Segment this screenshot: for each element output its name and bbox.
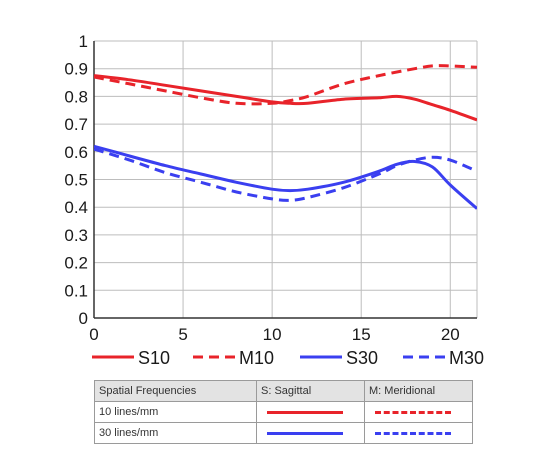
- row-30-sagittal-swatch: [267, 432, 343, 435]
- y-tick-label: 0.1: [64, 281, 88, 300]
- series-line-m30: [94, 147, 477, 202]
- chart-series: [94, 64, 477, 210]
- y-tick-label: 0.8: [64, 87, 88, 106]
- row-10-meridional-swatch: [375, 411, 451, 414]
- header-meridional: M: Meridional: [364, 380, 473, 402]
- chart-tick-labels: 00.10.20.30.40.50.60.70.80.910 5 10 15 20: [64, 32, 459, 344]
- row-10-sagittal-cell: [256, 401, 365, 423]
- y-tick-label: 0.5: [64, 171, 88, 190]
- row-10-meridional-cell: [364, 401, 473, 423]
- legend-label-m10: M10: [239, 348, 274, 368]
- chart-axes: [93, 41, 477, 319]
- y-tick-label: 1: [79, 32, 88, 51]
- row-30-meridional-cell: [364, 422, 473, 444]
- mtf-chart: 00.10.20.30.40.50.60.70.80.910 5 10 15 20 S1…: [64, 32, 484, 368]
- legend-label-s10: S10: [138, 348, 170, 368]
- y-tick-label: 0.9: [64, 60, 88, 79]
- header-sagittal: S: Sagittal: [256, 380, 365, 402]
- y-tick-label: 0.3: [64, 226, 88, 245]
- row-label-30: 30 lines/mm: [94, 422, 257, 444]
- legend-table: Spatial Frequencies S: Sagittal M: Merid…: [94, 380, 473, 444]
- y-tick-label: 0: [79, 309, 88, 328]
- series-line-m10: [94, 64, 477, 106]
- y-tick-label: 0.4: [64, 198, 88, 217]
- x-tick-label: 5: [178, 325, 187, 344]
- legend-table-row-10: 10 lines/mm: [94, 401, 473, 423]
- row-label-10: 10 lines/mm: [94, 401, 257, 423]
- legend-label-m30: M30: [449, 348, 484, 368]
- x-tick-label: 10: [263, 325, 282, 344]
- y-tick-label: 0.6: [64, 143, 88, 162]
- x-tick-label: 20: [441, 325, 460, 344]
- series-line-s30: [94, 144, 477, 210]
- row-30-meridional-swatch: [375, 432, 451, 435]
- y-tick-label: 0.7: [64, 115, 88, 134]
- y-tick-label: 0.2: [64, 254, 88, 273]
- row-30-sagittal-cell: [256, 422, 365, 444]
- row-10-sagittal-swatch: [267, 411, 343, 414]
- legend-table-row-30: 30 lines/mm: [94, 422, 473, 444]
- legend-label-s30: S30: [346, 348, 378, 368]
- x-tick-label: 15: [352, 325, 371, 344]
- chart-legend: S10 M10 S30 M30: [92, 348, 484, 368]
- header-spatial-frequencies: Spatial Frequencies: [94, 380, 257, 402]
- legend-table-header-row: Spatial Frequencies S: Sagittal M: Merid…: [94, 380, 473, 402]
- series-line-s10: [94, 74, 477, 122]
- x-tick-label: 0: [89, 325, 98, 344]
